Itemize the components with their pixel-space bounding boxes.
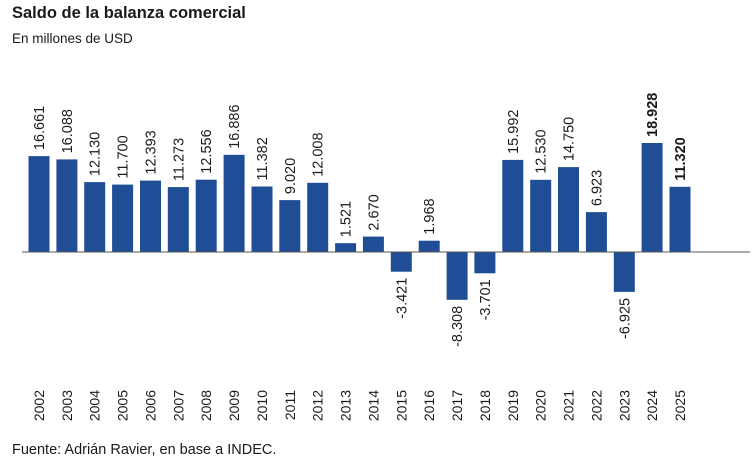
bar-2010 [251,186,273,252]
year-labels-group: 2002 2003 2004 2005 2006 2007 2008 2009 2010 2011… [31,390,688,421]
value-label-2015: -3.421 [394,278,410,319]
value-label-2017: -8.308 [450,306,466,347]
value-label-2019: 15.992 [506,110,522,154]
value-label-2016: 1.968 [422,198,438,234]
value-label-2005: 11.700 [116,135,132,178]
bar-2016 [418,240,440,252]
bar-2021 [558,167,579,252]
bar-2008 [195,179,217,252]
year-label-2019: 2019 [505,390,521,421]
bar-2015 [390,252,412,272]
bar-2006 [140,180,161,252]
value-label-2007: 11.273 [171,138,187,181]
value-label-2024: 18.928 [645,93,661,137]
year-label-2015: 2015 [393,390,409,421]
bar-2020 [530,179,552,252]
year-label-2021: 2021 [561,390,577,421]
value-label-2002: 16.661 [32,106,48,150]
year-label-2016: 2016 [421,390,437,421]
value-label-2009: 16.886 [227,104,243,148]
year-label-2008: 2008 [198,390,214,421]
value-label-2014: 2.670 [366,194,382,230]
value-label-2011: 9.020 [283,158,299,194]
bar-2014 [362,236,384,252]
bar-2003 [56,159,78,252]
value-label-2018: -3.701 [478,279,494,320]
year-label-2014: 2014 [365,390,381,421]
year-label-2002: 2002 [31,390,47,421]
bar-2022 [585,212,607,252]
value-label-2021: 14.750 [562,117,578,161]
value-label-2008: 12.556 [199,129,215,173]
year-label-2009: 2009 [226,390,242,421]
bar-2005 [112,184,134,252]
value-label-2013: 1.521 [339,201,355,237]
chart-title: Saldo de la balanza comercial [12,4,246,22]
bar-2018 [474,252,496,274]
bar-2013 [335,243,357,252]
value-label-2020: 12.530 [534,129,550,173]
bar-2023 [613,252,635,292]
value-label-2025: 11.320 [673,137,689,181]
year-label-2003: 2003 [59,390,75,421]
bar-2017 [446,252,468,300]
year-label-2024: 2024 [644,390,660,421]
year-label-2006: 2006 [143,390,159,421]
bar-2007 [167,187,189,252]
year-label-2020: 2020 [533,390,549,421]
year-label-2018: 2018 [477,390,493,421]
value-label-2004: 12.130 [88,132,104,176]
bar-2012 [307,182,329,252]
bar-2011 [279,200,301,252]
bar-2024 [641,143,663,252]
value-label-2006: 12.393 [144,130,160,174]
value-label-2012: 12.008 [311,132,327,176]
value-label-2003: 16.088 [60,109,76,153]
bar-2025 [669,186,691,252]
bar-2019 [502,159,524,252]
bars-group [28,143,691,300]
value-label-2010: 11.382 [255,137,271,180]
year-label-2012: 2012 [310,390,326,421]
year-label-2011: 2011 [282,390,298,420]
year-label-2004: 2004 [87,390,103,421]
value-labels-group: 16.661 16.088 12.130 11.700 12.393 11.273 12.5… [32,93,689,347]
year-label-2023: 2023 [616,390,632,421]
year-label-2022: 2022 [588,390,604,421]
value-label-2022: 6.923 [589,170,605,206]
year-label-2013: 2013 [338,390,354,421]
bar-2002 [28,156,50,252]
bar-2004 [84,182,106,252]
bar-2009 [223,154,245,252]
year-label-2005: 2005 [115,390,131,421]
value-label-2023: -6.925 [617,298,633,339]
year-label-2025: 2025 [672,390,688,421]
chart-subtitle: En millones de USD [12,31,133,46]
year-label-2010: 2010 [254,390,270,421]
year-label-2017: 2017 [449,390,465,421]
source-note: Fuente: Adrián Ravier, en base a INDEC. [12,442,277,458]
year-label-2007: 2007 [170,390,186,421]
